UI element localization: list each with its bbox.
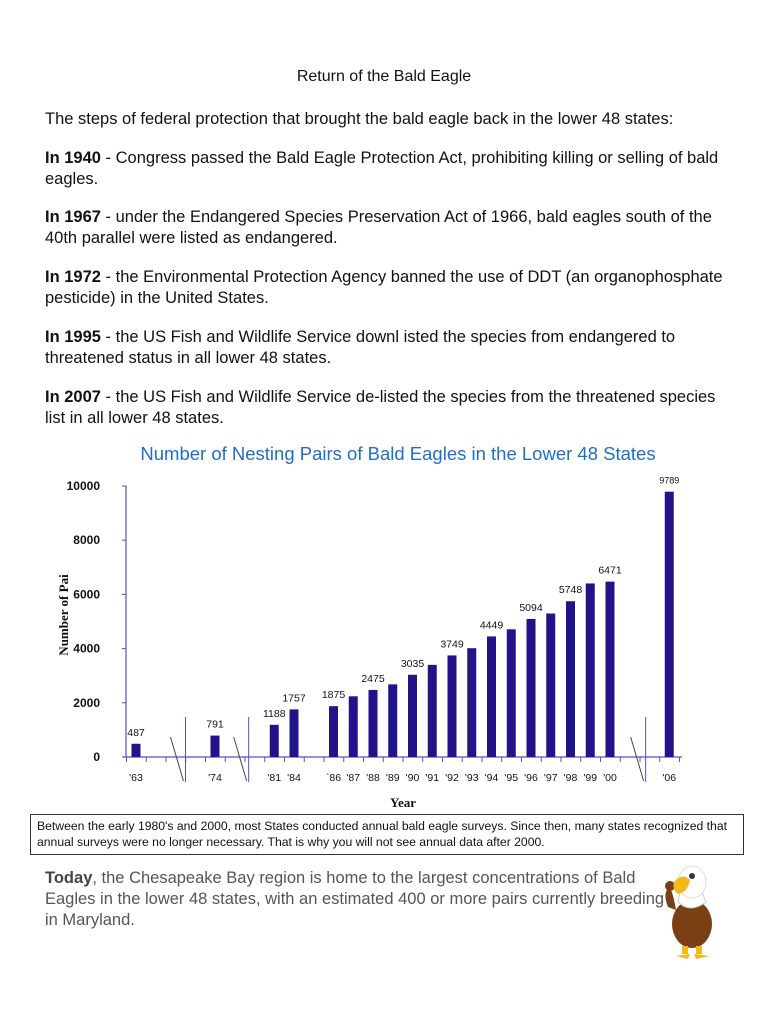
- x-tick-label: '87: [346, 772, 360, 784]
- event-text: - the Environmental Protection Agency ba…: [45, 268, 723, 307]
- page-title: Return of the Bald Eagle: [296, 68, 472, 85]
- x-tick-label: '98: [564, 772, 578, 784]
- event-text: - under the Endangered Species Preservat…: [45, 208, 712, 247]
- x-tick-label: '99: [583, 772, 597, 784]
- event-year: In 1995: [45, 328, 101, 346]
- bar: [427, 664, 437, 757]
- today-bold: Today: [45, 869, 93, 887]
- chart-title: Number of Nesting Pairs of Bald Eagles i…: [140, 443, 656, 464]
- data-label: 4449: [480, 619, 504, 631]
- x-tick-label: '89: [386, 772, 400, 784]
- data-label: 9789: [659, 476, 679, 486]
- x-tick-label: '92: [445, 772, 459, 784]
- event-1967: In 1967 - under the Endangered Species P…: [45, 207, 735, 249]
- x-tick-label: '06: [662, 772, 676, 784]
- bar-chart: Number of Pai Year 0 2000 4000 6000 8000 1000…: [56, 476, 682, 810]
- x-axis-label: Year: [390, 795, 416, 810]
- bar: [506, 629, 516, 757]
- bar: [131, 743, 141, 757]
- x-tick-label: '91: [425, 772, 439, 784]
- x-tick-label: '97: [544, 772, 558, 784]
- data-label: 791: [206, 719, 224, 731]
- y-tick-label: 0: [93, 750, 100, 764]
- x-tick-label: '81: [267, 772, 281, 784]
- bar: [210, 735, 220, 757]
- data-label: 5094: [519, 602, 543, 614]
- eagle-cartoon-image: [665, 865, 712, 959]
- bar: [566, 601, 575, 757]
- y-tick-label: 8000: [73, 533, 100, 547]
- y-tick-label: 4000: [73, 642, 100, 656]
- data-label: 6471: [598, 565, 622, 577]
- data-label: 5748: [559, 584, 583, 596]
- y-axis-label: Number of Pai: [56, 574, 71, 656]
- event-year: In 1972: [45, 268, 101, 286]
- data-label: 1757: [282, 692, 306, 704]
- x-tick-label: '00: [603, 772, 617, 784]
- event-year: In 1940: [45, 149, 101, 167]
- bar: [289, 709, 299, 757]
- event-year: In 2007: [45, 388, 101, 406]
- today-text: , the Chesapeake Bay region is home to t…: [45, 869, 665, 929]
- data-label: 1875: [322, 689, 346, 701]
- event-text: - Congress passed the Bald Eagle Protect…: [45, 149, 719, 188]
- bar: [348, 696, 358, 757]
- bar: [526, 618, 536, 757]
- bar: [388, 684, 398, 757]
- x-tick-label: '63: [129, 772, 143, 784]
- event-year: In 1967: [45, 208, 101, 226]
- axis-break-mark: [233, 736, 248, 782]
- axis-break-mark: [630, 736, 645, 782]
- data-label: 1188: [263, 708, 286, 720]
- event-1995: In 1995 - the US Fish and Wildlife Servi…: [45, 327, 735, 369]
- bar: [585, 583, 595, 757]
- x-tick-label: '74: [208, 772, 222, 784]
- y-tick-label: 6000: [73, 587, 100, 601]
- bar: [546, 613, 556, 757]
- y-tick-label: 10000: [67, 479, 101, 493]
- survey-note: Between the early 1980's and 2000, most …: [30, 814, 744, 855]
- event-1972: In 1972 - the Environmental Protection A…: [45, 267, 735, 309]
- x-tick-label: '93: [465, 772, 479, 784]
- x-tick-label: '90: [406, 772, 420, 784]
- event-text: - the US Fish and Wildlife Service downl…: [45, 328, 676, 367]
- bar: [368, 689, 378, 757]
- data-label: 487: [127, 727, 145, 739]
- data-label: 2475: [361, 673, 385, 685]
- bar: [269, 724, 279, 757]
- event-1940: In 1940 - Congress passed the Bald Eagle…: [45, 148, 735, 190]
- bar: [447, 655, 457, 757]
- today-paragraph: Today, the Chesapeake Bay region is home…: [45, 868, 665, 931]
- event-2007: In 2007 - the US Fish and Wildlife Servi…: [45, 387, 735, 429]
- x-tick-label: '88: [366, 772, 380, 784]
- x-tick-label: '84: [287, 772, 301, 784]
- axis-break-mark: [169, 736, 184, 782]
- bar: [408, 674, 417, 757]
- bar: [664, 491, 674, 757]
- bar: [467, 648, 477, 757]
- bar: [487, 636, 496, 757]
- intro-text: The steps of federal protection that bro…: [45, 110, 674, 128]
- x-tick-label: '96: [524, 772, 538, 784]
- data-label: 3035: [401, 658, 425, 670]
- x-tick-label: '94: [485, 772, 499, 784]
- bar: [605, 581, 615, 757]
- x-tick-label: '95: [504, 772, 518, 784]
- x-tick-label: `86: [326, 772, 341, 784]
- event-text: - the US Fish and Wildlife Service de-li…: [45, 388, 716, 427]
- bar: [329, 706, 338, 757]
- data-label: 3749: [440, 638, 464, 650]
- y-tick-label: 2000: [73, 696, 100, 710]
